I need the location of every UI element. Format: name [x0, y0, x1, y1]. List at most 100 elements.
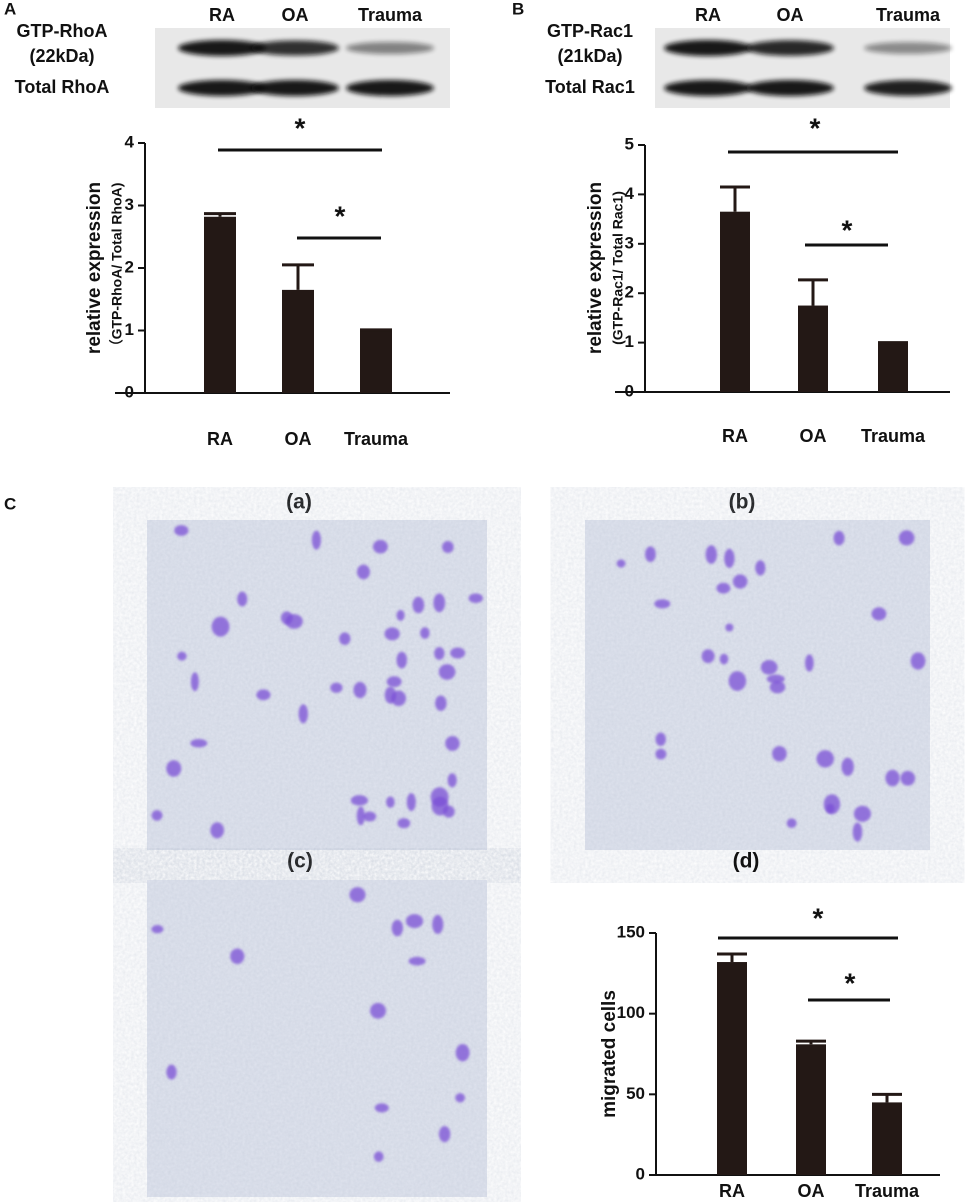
stained-cell [151, 810, 163, 821]
x-tick-label: RA [719, 1181, 745, 1201]
error-bar [282, 263, 314, 290]
error-bar [872, 1092, 902, 1103]
stained-cell [804, 654, 814, 672]
lane-label: RA [695, 5, 721, 25]
stained-cell [408, 956, 426, 966]
stained-cell [420, 627, 430, 639]
y-axis-label: migrated cells [599, 990, 620, 1118]
significance-star: * [842, 214, 853, 245]
y-tick-label: 0 [625, 381, 634, 400]
bar [282, 289, 314, 393]
stained-cell [655, 748, 667, 760]
stained-cell [732, 574, 748, 589]
stained-cell [396, 651, 408, 669]
stained-cell [386, 796, 395, 808]
panel-label: A [4, 0, 16, 18]
stained-cell [786, 818, 797, 828]
stained-cell [311, 530, 321, 550]
y-tick-label: 2 [125, 257, 134, 276]
bar [872, 1102, 902, 1175]
blot-band [346, 80, 434, 96]
stained-cell [433, 593, 446, 613]
x-tick-label: RA [207, 429, 233, 449]
significance-star: * [295, 112, 306, 143]
stained-cell [438, 1126, 451, 1143]
error-bar [878, 341, 908, 345]
error-bar [720, 185, 750, 212]
stained-cell [769, 680, 786, 694]
stained-cell [852, 822, 863, 842]
stained-cell [719, 653, 729, 665]
image-label: (c) [287, 850, 313, 873]
bar [878, 343, 908, 392]
stained-cell [430, 787, 449, 807]
stained-cell [816, 750, 834, 768]
stained-cell [701, 649, 715, 664]
micrograph-texture [147, 880, 487, 1197]
stained-cell [174, 525, 189, 536]
stained-cell [397, 818, 411, 829]
stained-cell [853, 805, 871, 822]
error-bar [360, 328, 392, 332]
x-tick-label: Trauma [861, 426, 926, 446]
stained-cell [871, 607, 887, 621]
stained-cell [237, 591, 248, 607]
x-tick-label: OA [800, 426, 827, 446]
stained-cell [280, 611, 293, 625]
bar [798, 305, 828, 392]
blot-band [346, 41, 434, 55]
lane-label: OA [282, 5, 309, 25]
x-tick-label: Trauma [855, 1181, 920, 1201]
y-axis-label: relative expression [84, 182, 105, 354]
stained-cell [363, 811, 377, 822]
stained-cell [823, 794, 841, 815]
stained-cell [166, 1064, 177, 1080]
error-bar [796, 1039, 826, 1045]
stained-cell [406, 793, 416, 811]
stained-cell [724, 548, 735, 568]
stained-cell [356, 806, 365, 826]
lane-label: Trauma [358, 5, 423, 25]
bar [796, 1044, 826, 1175]
stained-cell [190, 739, 208, 748]
x-tick-label: OA [798, 1181, 825, 1201]
stained-cell [766, 674, 785, 684]
y-tick-label: 2 [625, 283, 634, 302]
blot-band [664, 40, 752, 56]
stained-cell [728, 671, 747, 691]
stained-cell [356, 564, 370, 580]
error-bar [798, 278, 828, 306]
stained-cell [386, 676, 402, 688]
blot-row-label: Total Rac1 [545, 77, 635, 97]
stained-cell [725, 623, 734, 632]
x-tick-label: OA [285, 429, 312, 449]
y-tick-label: 50 [626, 1084, 645, 1103]
stained-cell [760, 659, 778, 675]
significance-star: * [813, 902, 824, 933]
stained-cell [438, 664, 456, 680]
blot-image [155, 28, 450, 108]
micrograph-texture [585, 520, 930, 850]
lane-label: OA [777, 5, 804, 25]
y-tick-label: 150 [617, 922, 645, 941]
stained-cell [772, 745, 787, 762]
stained-cell [350, 795, 368, 806]
y-tick-label: 4 [625, 184, 635, 203]
stained-cell [391, 919, 404, 937]
stained-cell [442, 540, 454, 554]
bar [204, 216, 236, 393]
y-axis-sublabel: （GTP-RhoA/ Total RhoA) [109, 183, 125, 354]
stained-cell [435, 695, 447, 711]
micrograph-texture [147, 520, 487, 850]
stained-cell [900, 770, 916, 786]
stained-cell [211, 616, 230, 637]
error-bar [717, 952, 747, 963]
stained-cell [432, 914, 444, 934]
stained-cell [833, 530, 845, 546]
image-label: (a) [286, 491, 312, 514]
blot-row-label: GTP-RhoA [17, 21, 108, 41]
x-tick-label: RA [722, 426, 748, 446]
blot-band [178, 80, 266, 96]
blot-band [864, 42, 952, 54]
